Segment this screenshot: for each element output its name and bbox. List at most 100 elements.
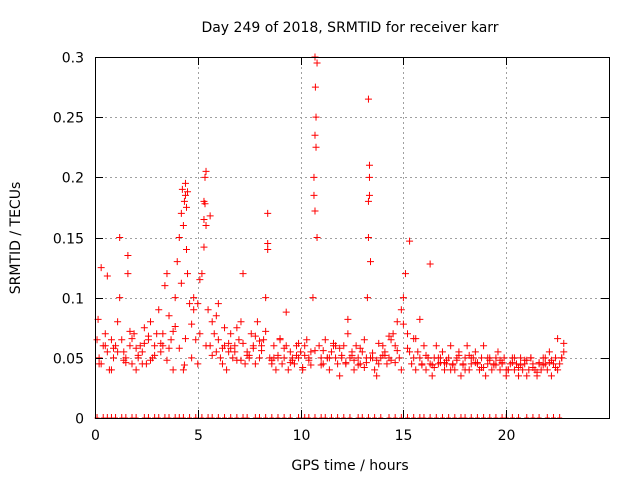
data-point	[201, 173, 209, 181]
data-point	[406, 348, 414, 356]
data-point	[373, 356, 381, 364]
zero-value-point	[252, 414, 258, 419]
data-point	[118, 336, 126, 344]
data-point	[280, 344, 288, 352]
zero-value-point	[386, 414, 392, 419]
data-point	[214, 336, 222, 344]
data-point	[554, 335, 562, 343]
x-tick-label: 0	[91, 428, 100, 444]
data-point	[504, 366, 512, 374]
data-point	[523, 356, 531, 364]
data-point	[461, 366, 469, 374]
data-point	[484, 360, 492, 368]
zero-value-point	[452, 414, 458, 419]
data-point	[449, 361, 457, 369]
data-point	[165, 312, 173, 320]
data-point	[350, 356, 358, 364]
data-point	[310, 191, 318, 199]
zero-value-point	[312, 414, 318, 419]
data-point	[202, 342, 210, 350]
data-point	[272, 366, 280, 374]
data-point	[510, 354, 518, 362]
data-point	[177, 209, 185, 217]
data-point	[426, 260, 434, 268]
data-point	[218, 360, 226, 368]
data-point	[179, 221, 187, 229]
data-point	[457, 372, 465, 380]
x-tick-label: 10	[293, 428, 311, 444]
data-point	[473, 359, 481, 367]
data-point	[494, 348, 502, 356]
data-point	[441, 366, 449, 374]
data-point	[443, 356, 451, 364]
zero-value-point	[240, 414, 246, 419]
data-point	[307, 361, 315, 369]
data-point	[134, 351, 142, 359]
data-point	[338, 351, 346, 359]
zero-value-point	[162, 414, 168, 419]
zero-value-point	[474, 414, 480, 419]
data-point	[416, 354, 424, 362]
data-point	[348, 351, 356, 359]
data-point	[365, 173, 373, 181]
data-point	[299, 363, 307, 371]
data-point	[175, 344, 183, 352]
data-point	[344, 315, 352, 323]
data-point	[539, 361, 547, 369]
data-point	[128, 360, 136, 368]
data-point	[510, 366, 518, 374]
zero-value-point	[129, 414, 135, 419]
zero-value-point	[119, 414, 125, 419]
data-point	[190, 306, 198, 314]
data-point	[552, 354, 560, 362]
data-point	[114, 318, 122, 326]
data-point	[310, 173, 318, 181]
y-axis: 0 0.05 0.1 0.15 0.2 0.25 0.3	[53, 51, 609, 428]
data-point	[523, 372, 531, 380]
data-point	[317, 354, 325, 362]
data-point	[93, 336, 101, 344]
data-point	[455, 351, 463, 359]
y-tick-label: 0.3	[62, 51, 84, 67]
data-point	[184, 188, 192, 196]
data-point	[276, 335, 284, 343]
zero-value-point	[355, 414, 361, 419]
data-point	[201, 200, 209, 208]
data-point	[107, 336, 115, 344]
data-point	[235, 336, 243, 344]
data-point	[367, 354, 375, 362]
data-point	[107, 366, 115, 374]
data-point	[120, 348, 128, 356]
data-point	[364, 197, 372, 205]
data-point	[218, 344, 226, 352]
zero-value-point	[341, 414, 347, 419]
data-point	[198, 270, 206, 278]
chart-title: Day 249 of 2018, SRMTID for receiver kar…	[201, 20, 498, 36]
data-point	[182, 246, 190, 254]
data-point	[270, 342, 278, 350]
data-point	[278, 360, 286, 368]
data-point	[430, 363, 438, 371]
zero-value-point	[180, 414, 186, 419]
data-point	[167, 336, 175, 344]
data-point	[249, 344, 257, 352]
data-point	[387, 356, 395, 364]
zero-value-point	[199, 414, 205, 419]
data-point	[136, 342, 144, 350]
zero-value-point	[263, 414, 269, 419]
zero-value-point	[193, 414, 199, 419]
data-point	[533, 368, 541, 376]
data-point	[492, 361, 500, 369]
zero-value-point	[493, 414, 499, 419]
data-point	[138, 360, 146, 368]
data-point	[309, 294, 317, 302]
data-point	[255, 354, 263, 362]
data-point	[151, 351, 159, 359]
data-point	[200, 243, 208, 251]
data-point	[408, 360, 416, 368]
data-point	[545, 348, 553, 356]
data-point	[124, 270, 132, 278]
data-point	[529, 363, 537, 371]
y-tick-label: 0.15	[53, 232, 84, 248]
zero-value-point	[108, 414, 114, 419]
